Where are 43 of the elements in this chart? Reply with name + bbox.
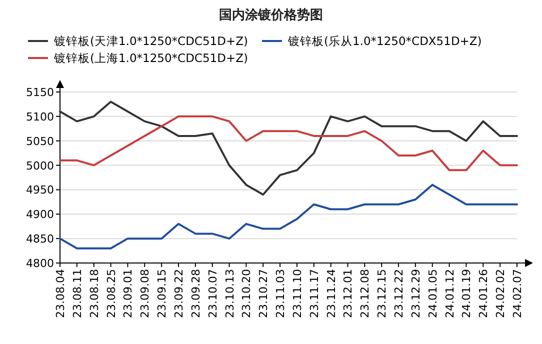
y-tick-label: 5100 bbox=[26, 110, 54, 124]
x-tick-label: 23.12.08 bbox=[358, 269, 372, 318]
x-tick-label: 24.02.07 bbox=[511, 269, 524, 318]
y-tick-label: 5000 bbox=[26, 159, 54, 172]
line-series bbox=[59, 115, 518, 172]
x-tick-label: 24.01.19 bbox=[460, 269, 474, 318]
x-tick-label: 23.12.15 bbox=[376, 269, 389, 318]
x-tick-label: 23.10.07 bbox=[206, 269, 220, 318]
x-tick-label: 23.12.22 bbox=[392, 269, 406, 318]
x-tick-label: 23.11.10 bbox=[290, 269, 304, 318]
y-tick-label: 5150 bbox=[26, 86, 54, 99]
x-tick-label: 23.08.11 bbox=[70, 269, 84, 318]
y-tick-label: 4900 bbox=[26, 208, 54, 222]
y-tick-label: 4950 bbox=[26, 184, 54, 197]
y-tick-label: 4850 bbox=[26, 232, 54, 246]
legend-label: 镀锌板(上海1.0*1250*CDC51D+Z) bbox=[53, 51, 248, 65]
legend-label: 镀锌板(天津1.0*1250*CDC51D+Z) bbox=[53, 34, 248, 48]
x-tick-label: 23.08.18 bbox=[88, 269, 101, 318]
x-tick-label: 23.09.01 bbox=[122, 269, 135, 318]
x-tick-label: 23.11.24 bbox=[324, 269, 338, 318]
x-tick-label: 23.12.29 bbox=[409, 269, 422, 318]
x-tick-label: 23.08.04 bbox=[54, 269, 67, 318]
x-tick-label: 23.12.01 bbox=[342, 269, 355, 318]
x-tick-label: 23.09.22 bbox=[172, 269, 186, 318]
x-tick-label: 23.09.08 bbox=[138, 269, 152, 318]
x-tick-label: 23.09.28 bbox=[189, 269, 202, 318]
x-tick-label: 24.01.05 bbox=[426, 269, 440, 318]
chart-title: 国内涂镀价格势图 bbox=[219, 7, 323, 23]
y-tick-label: 5050 bbox=[26, 134, 54, 148]
legend-label: 镀锌板(乐从1.0*1250*CDX51D+Z) bbox=[287, 34, 482, 48]
x-tick-label: 23.08.25 bbox=[104, 269, 118, 318]
x-tick-label: 24.02.02 bbox=[494, 269, 508, 318]
x-tick-label: 23.10.13 bbox=[223, 269, 236, 318]
line-series bbox=[59, 184, 518, 250]
x-tick-label: 23.11.03 bbox=[274, 269, 288, 318]
y-tick-label: 4800 bbox=[26, 257, 54, 270]
x-tick-label: 23.11.17 bbox=[308, 269, 321, 318]
x-tick-label: 24.01.26 bbox=[477, 269, 490, 318]
x-tick-label: 23.10.20 bbox=[240, 269, 254, 318]
x-tick-label: 23.10.27 bbox=[257, 269, 270, 318]
x-tick-label: 23.09.15 bbox=[156, 269, 169, 318]
line-series bbox=[59, 100, 518, 196]
x-tick-label: 24.01.12 bbox=[443, 269, 456, 318]
